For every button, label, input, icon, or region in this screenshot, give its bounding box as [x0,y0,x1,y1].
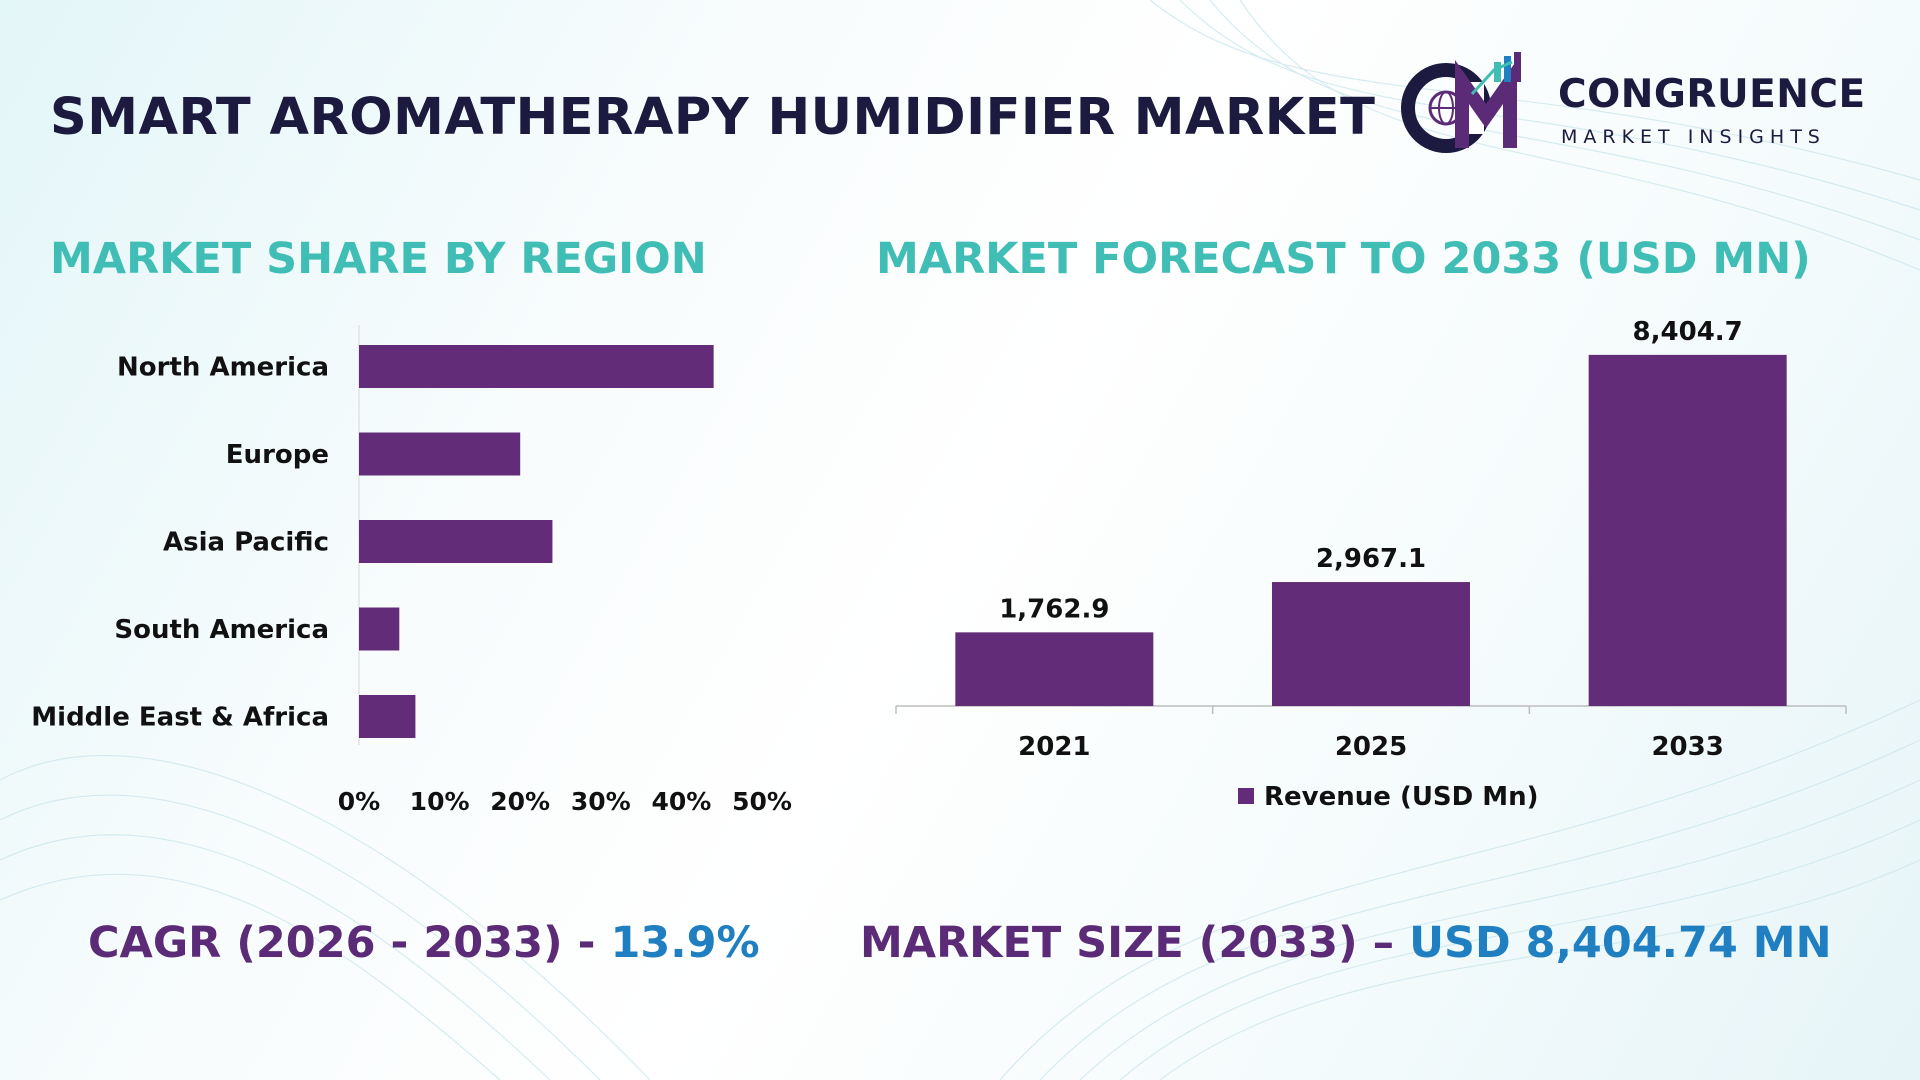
market-size-label: MARKET SIZE (2033) – [860,918,1410,968]
logo-name: CONGRUENCE [1558,72,1866,117]
region-x-tick-2: 20% [490,787,550,816]
forecast-data-label-2033: 8,404.7 [1633,317,1743,347]
region-bar-1 [359,345,714,388]
region-x-tick-4: 40% [651,787,711,816]
forecast-legend-swatch [1238,788,1254,804]
forecast-x-tick-2025: 2025 [1335,732,1407,762]
region-label-1: North America [117,353,329,383]
region-label-2: Europe [226,440,329,470]
region-label-3: Asia Pacific [163,528,329,558]
page-title: SMART AROMATHERAPY HUMIDIFIER MARKET [50,88,1376,147]
forecast-chart-title: MARKET FORECAST TO 2033 (USD MN) [876,234,1811,284]
cagr-stat: CAGR (2026 - 2033) - 13.9% [88,918,760,968]
region-bar-2 [359,432,521,476]
forecast-x-tick-2021: 2021 [1018,732,1090,762]
forecast-x-tick-2033: 2033 [1651,732,1723,762]
region-bar-4 [359,607,400,651]
region-x-tick-5: 50% [732,787,792,816]
market-size-stat: MARKET SIZE (2033) – USD 8,404.74 MN [860,918,1832,968]
forecast-bar-2021 [955,632,1154,706]
forecast-data-label-2021: 1,762.9 [999,594,1109,624]
region-bar-5 [359,695,416,738]
forecast-legend-label: Revenue (USD Mn) [1264,782,1539,812]
forecast-bar-2033 [1588,354,1787,706]
company-logo: CONGRUENCE MARKET INSIGHTS [1400,52,1880,158]
forecast-data-label-2025: 2,967.1 [1316,544,1426,574]
region-label-4: South America [114,615,329,645]
region-chart-title: MARKET SHARE BY REGION [50,234,707,284]
logo-subtitle: MARKET INSIGHTS [1561,126,1826,148]
region-label-5: Middle East & Africa [31,703,329,733]
region-x-tick-3: 30% [571,787,631,816]
region-bar-3 [359,520,553,563]
region-x-tick-0: 0% [338,787,380,816]
cagr-label: CAGR (2026 - 2033) - [88,918,611,968]
market-size-value: USD 8,404.74 MN [1409,918,1832,968]
cmi-logo-icon [1401,52,1521,153]
region-x-tick-1: 10% [410,787,470,816]
forecast-bar-2025 [1272,582,1470,706]
cagr-value: 13.9% [610,918,760,968]
